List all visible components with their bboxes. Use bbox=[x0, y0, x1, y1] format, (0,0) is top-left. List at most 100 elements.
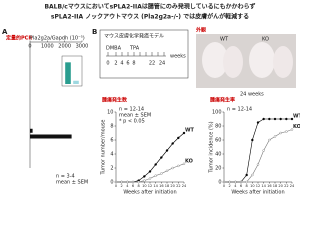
photos: 外観 WT KO 24 weeks bbox=[196, 27, 296, 98]
point bbox=[131, 180, 135, 184]
x-tick-label: 2 bbox=[121, 184, 123, 188]
annotation: * p < 0.05 bbox=[119, 119, 145, 125]
point bbox=[279, 131, 282, 135]
schedule-tick: 22 bbox=[149, 61, 155, 67]
y-axis-label: Tumor number/mouse bbox=[101, 119, 107, 175]
x-tick-label: 14 bbox=[261, 184, 266, 188]
x-tick-label: 12 bbox=[256, 184, 260, 188]
point bbox=[137, 180, 140, 184]
point bbox=[245, 173, 248, 177]
y-axis-label: Tumor incidence (%) bbox=[209, 121, 215, 173]
series-line bbox=[224, 118, 292, 183]
chart-title: 腫瘍発生数 bbox=[102, 97, 128, 104]
annotation: mean ± SEM bbox=[119, 113, 151, 119]
legend-label: KO bbox=[185, 158, 193, 164]
x-tick-label: 20 bbox=[278, 184, 282, 188]
x-tick-label: 16 bbox=[267, 184, 271, 188]
point bbox=[256, 121, 260, 124]
schedule-tick: 8 bbox=[132, 61, 135, 67]
x-tick-label: 10 bbox=[142, 184, 146, 188]
point bbox=[182, 131, 186, 135]
point bbox=[262, 149, 265, 152]
y-tick-label: 0 bbox=[218, 180, 221, 186]
point bbox=[143, 175, 146, 178]
mouse bbox=[223, 46, 243, 78]
point bbox=[273, 117, 277, 121]
y-tick-label: 6 bbox=[110, 138, 113, 144]
y-tick-label: 40 bbox=[215, 152, 221, 158]
point bbox=[251, 138, 254, 142]
panel-label: B bbox=[92, 28, 97, 36]
annotation: n = 3-4 bbox=[56, 174, 75, 180]
x-tick-label: 14 bbox=[153, 184, 158, 188]
point bbox=[245, 180, 248, 184]
point bbox=[268, 138, 271, 142]
x-tick-label: 4 bbox=[234, 184, 237, 188]
x-axis-label: Weeks after initiation bbox=[231, 190, 284, 196]
y-tick-label: 80 bbox=[215, 124, 221, 130]
y-tick-label: 4 bbox=[110, 152, 113, 158]
x-tick-label: 22 bbox=[176, 184, 180, 188]
y-tick-label: 10 bbox=[107, 110, 113, 116]
x-tick-label: 1000 bbox=[41, 44, 54, 50]
treatment-arrows bbox=[107, 52, 165, 56]
x-tick-label: 22 bbox=[284, 184, 288, 188]
point bbox=[165, 149, 169, 152]
x-tick-label: 16 bbox=[159, 184, 163, 188]
x-tick-label: 6 bbox=[240, 184, 242, 188]
x-tick-label: 6 bbox=[132, 184, 134, 188]
y-tick-label: 20 bbox=[215, 166, 221, 172]
schedule-label: TPA bbox=[129, 46, 140, 52]
schedule-tick: 2 bbox=[114, 61, 117, 67]
bar bbox=[30, 128, 33, 133]
bar bbox=[65, 62, 71, 84]
x-tick-label: 24 bbox=[290, 184, 295, 188]
point bbox=[222, 180, 226, 184]
x-tick-label: 10 bbox=[250, 184, 254, 188]
bar bbox=[73, 80, 79, 84]
point bbox=[154, 174, 157, 177]
x-tick-label: 8 bbox=[138, 184, 140, 188]
y-tick-label: 60 bbox=[215, 138, 221, 144]
y-tick-label: 2 bbox=[110, 166, 113, 172]
title-line: BALB/cマウスにおいてsPLA2-IIAは腸管にのみ発現しているにもかかわら… bbox=[44, 3, 255, 11]
point bbox=[148, 170, 152, 173]
point bbox=[148, 177, 152, 180]
schedule-tick: 4 bbox=[120, 61, 123, 67]
mouse bbox=[249, 42, 275, 78]
photo-label: KO bbox=[262, 37, 269, 43]
point bbox=[228, 180, 231, 184]
schedule-tick: 6 bbox=[126, 61, 129, 67]
x-axis-label: Pla2g2a/Gapdh (10⁻⁵) bbox=[30, 36, 85, 42]
chart-title: 腫瘍発生率 bbox=[210, 97, 235, 104]
point bbox=[160, 156, 163, 159]
schedule-title: マウス皮膚化学発癌モデル bbox=[104, 33, 164, 40]
schedule-label: weeks bbox=[170, 54, 186, 60]
point bbox=[273, 135, 277, 138]
point bbox=[262, 117, 265, 121]
photo-label: 24 weeks bbox=[240, 92, 264, 98]
y-tick-label: 100 bbox=[212, 110, 222, 116]
point bbox=[171, 166, 174, 170]
photo-label: WT bbox=[220, 37, 229, 43]
x-tick-label: 24 bbox=[182, 184, 187, 188]
x-tick-label: 0 bbox=[223, 184, 225, 188]
point bbox=[120, 180, 123, 184]
title-line: sPLA2-IIA ノックアウトマウス (Pla2g2a-/-) では皮膚がんが… bbox=[51, 13, 249, 21]
point bbox=[177, 136, 180, 140]
point bbox=[239, 180, 243, 184]
x-tick-label: 2 bbox=[229, 184, 231, 188]
point bbox=[126, 180, 129, 184]
point bbox=[234, 180, 237, 184]
point bbox=[165, 169, 169, 173]
annotation: mean ± SEM bbox=[56, 180, 88, 186]
point bbox=[177, 164, 180, 168]
point bbox=[160, 172, 163, 175]
point bbox=[290, 128, 294, 131]
point bbox=[114, 180, 118, 184]
legend-label: WT bbox=[293, 114, 300, 120]
y-tick-label: 0 bbox=[110, 180, 113, 186]
schedule-box bbox=[99, 29, 189, 79]
x-tick-label: 4 bbox=[126, 184, 129, 188]
x-axis-label: Weeks after initiation bbox=[123, 190, 176, 196]
